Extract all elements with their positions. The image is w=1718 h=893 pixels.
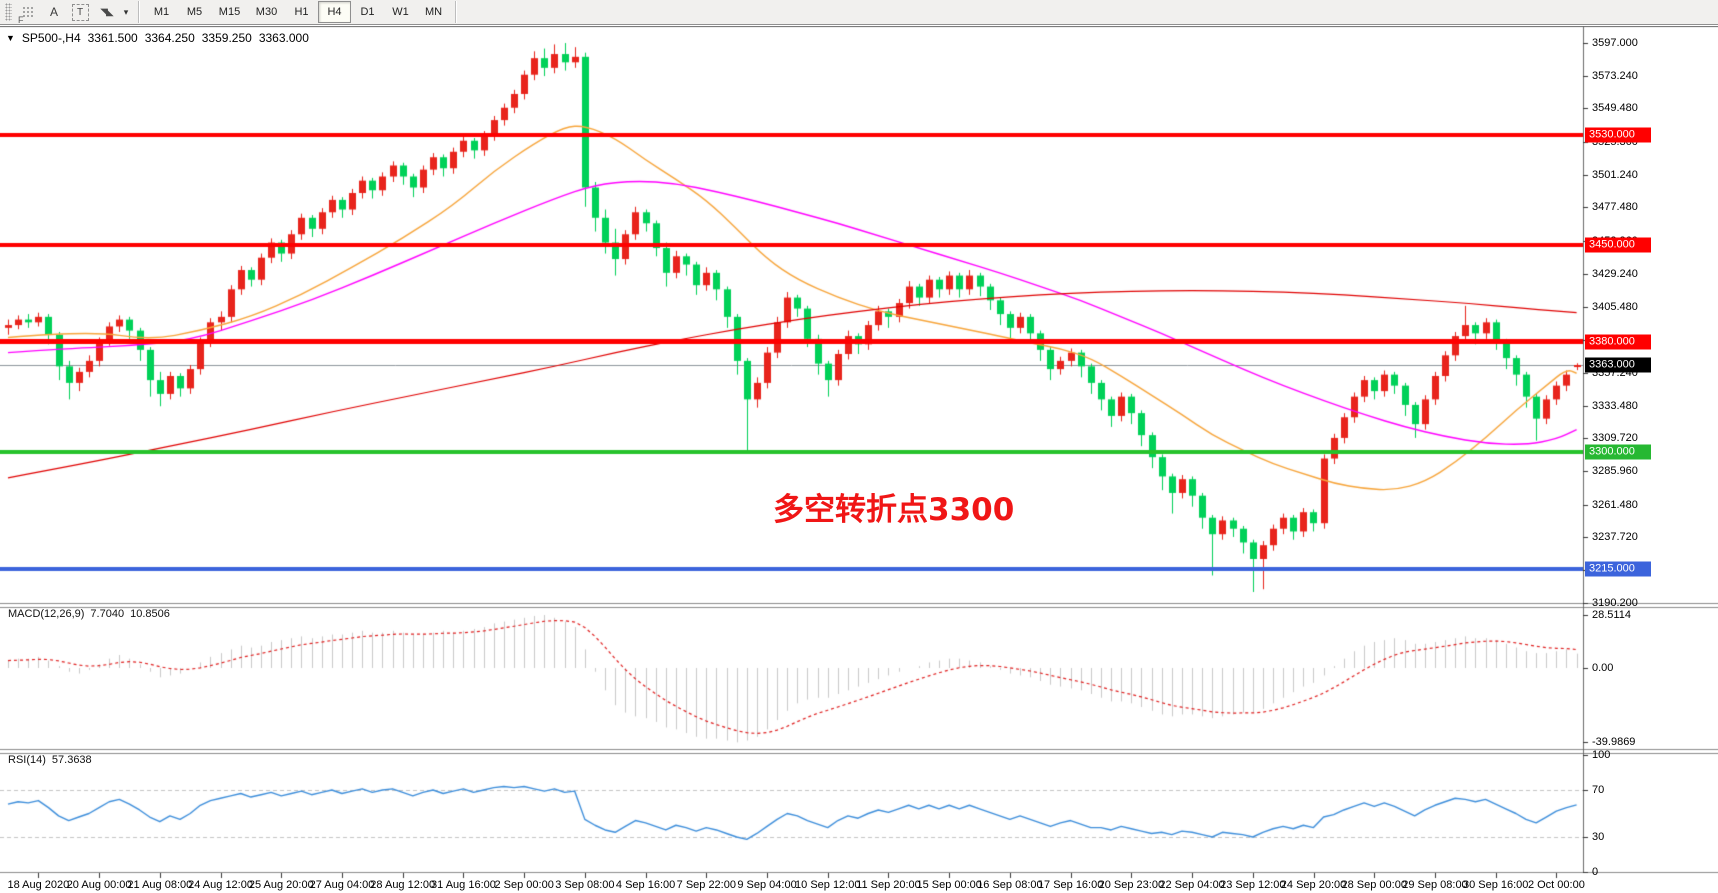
rsi-value: 57.3638	[51, 754, 92, 766]
arrows-dropdown-caret-icon[interactable]: ▾	[123, 6, 129, 17]
price-axis-tick-label: 3190.200	[1592, 596, 1638, 609]
fibonacci-tool-icon[interactable]: F	[17, 1, 39, 25]
time-axis-label: 31 Aug 16:00	[431, 879, 496, 891]
time-axis-label: 24 Sep 20:00	[1280, 879, 1347, 891]
text-label-tool-icon[interactable]: T	[69, 1, 91, 23]
quote-low: 3359.250	[201, 31, 252, 45]
time-axis-label: 11 Sep 20:00	[856, 879, 921, 891]
price-level-badge: 3300.000	[1585, 444, 1651, 460]
toolbar-separator	[455, 1, 457, 23]
macd-main-value: 7.7040	[90, 608, 125, 620]
time-axis-label: 15 Sep 00:00	[916, 879, 982, 891]
fibonacci-grid-dots-icon	[21, 5, 35, 19]
symbol-info-line: ▼ SP500-,H4 3361.500 3364.250 3359.250 3…	[6, 31, 309, 45]
time-axis-label: 23 Sep 12:00	[1220, 879, 1286, 891]
time-axis-label: 21 Aug 08:00	[127, 879, 193, 891]
timeframe-button-h1[interactable]: H1	[294, 6, 309, 18]
quote-high: 3364.250	[144, 31, 195, 45]
time-axis-label: 27 Aug 04:00	[309, 879, 375, 891]
timeframe-button-h4[interactable]: H4	[318, 1, 351, 23]
price-level-badge: 3215.000	[1585, 561, 1651, 577]
symbol-dropdown-icon[interactable]: ▼	[6, 33, 15, 43]
time-axis-label: 4 Sep 16:00	[615, 879, 676, 891]
fibonacci-letter: F	[18, 15, 24, 25]
timeframe-button-w1[interactable]: W1	[392, 6, 409, 18]
timeframe-button-d1[interactable]: D1	[360, 6, 375, 18]
timeframe-button-group: M1 M5 M15 M30 H1 H4 D1 W1 MN	[145, 1, 450, 23]
price-axis-tick-label: 3309.720	[1592, 432, 1638, 445]
price-axis-tick-label: 3501.240	[1592, 168, 1638, 181]
arrows-tool-icon[interactable]: ◥◣	[100, 6, 113, 18]
time-axis-label: 3 Sep 08:00	[555, 879, 615, 891]
time-axis-label: 2 Sep 00:00	[494, 879, 554, 891]
timeframe-button-m1[interactable]: M1	[153, 6, 170, 18]
time-axis-label: 20 Sep 23:00	[1098, 879, 1165, 891]
time-axis-label: 9 Sep 04:00	[737, 879, 797, 891]
time-axis-label: 25 Aug 20:00	[248, 879, 314, 891]
time-axis-label: 22 Sep 04:00	[1159, 879, 1225, 891]
macd-axis-tick-label: -39.9869	[1592, 736, 1636, 749]
time-axis-label: 28 Aug 12:00	[370, 879, 436, 891]
price-axis-tick-label: 3429.240	[1592, 267, 1638, 280]
price-axis-tick-label: 3333.480	[1592, 399, 1638, 412]
macd-signal-value: 10.8506	[130, 608, 170, 620]
current-price-badge: 3363.000	[1585, 357, 1651, 373]
time-axis-label: 17 Sep 16:00	[1037, 879, 1104, 891]
time-axis-label: 7 Sep 22:00	[676, 879, 736, 891]
timeframe-button-m30[interactable]: M30	[255, 6, 278, 18]
price-level-badge: 3380.000	[1585, 334, 1651, 350]
symbol-period: SP500-,H4	[21, 31, 81, 45]
rsi-axis-tick-label: 30	[1592, 831, 1605, 843]
time-axis-label: 30 Sep 16:00	[1462, 879, 1529, 891]
rsi-axis-tick-label: 100	[1592, 748, 1611, 761]
time-axis-label: 16 Sep 08:00	[977, 879, 1043, 891]
rsi-indicator-label: RSI(14) 57.3638	[8, 754, 92, 766]
rsi-axis-tick-label: 70	[1592, 784, 1605, 796]
price-chart-canvas[interactable]	[0, 26, 1718, 893]
price-level-badge: 3530.000	[1585, 127, 1651, 143]
price-axis-tick-label: 3597.000	[1592, 37, 1638, 50]
toolbar-grip[interactable]	[5, 3, 12, 21]
price-axis-tick-label: 3237.720	[1592, 531, 1638, 544]
macd-indicator-label: MACD(12,26,9) 7.7040 10.8506	[8, 608, 170, 620]
rsi-axis-tick-label: 0	[1592, 866, 1599, 879]
time-axis-label: 29 Sep 08:00	[1402, 879, 1468, 891]
chart-stage: ▼ SP500-,H4 3361.500 3364.250 3359.250 3…	[0, 26, 1718, 893]
macd-axis-tick-label: 28.5114	[1592, 608, 1631, 621]
time-axis-label: 10 Sep 12:00	[795, 879, 861, 891]
toolbar-separator	[138, 1, 140, 23]
time-axis-label: 2 Oct 00:00	[1527, 879, 1585, 891]
macd-axis-tick-label: 0.00	[1592, 662, 1614, 674]
price-axis-tick-label: 3477.480	[1592, 201, 1638, 214]
price-axis-tick-label: 3549.480	[1592, 102, 1638, 115]
chart-text-annotation[interactable]: 多空转折点3300	[773, 492, 1015, 528]
time-axis-label: 24 Aug 12:00	[188, 879, 253, 891]
timeframe-button-m5[interactable]: M5	[186, 6, 203, 18]
price-axis-tick-label: 3261.480	[1592, 498, 1638, 511]
chart-toolbar: F A T ◥◣ ▾ M1 M5 M15 M30 H1 H4 D1 W1 MN	[0, 0, 1718, 25]
quote-close: 3363.000	[258, 31, 309, 45]
rsi-name: RSI(14)	[8, 754, 46, 766]
time-axis-label: 28 Sep 00:00	[1341, 879, 1407, 891]
quote-open: 3361.500	[87, 31, 138, 45]
text-tool-icon[interactable]: A	[49, 5, 58, 19]
time-axis-label: 20 Aug 00:00	[66, 879, 132, 891]
time-axis-label: 18 Aug 2020	[7, 879, 70, 891]
timeframe-button-m15[interactable]: M15	[218, 6, 241, 18]
price-level-badge: 3450.000	[1585, 237, 1651, 253]
price-axis-tick-label: 3285.960	[1592, 464, 1638, 477]
timeframe-button-mn[interactable]: MN	[424, 6, 443, 18]
macd-name: MACD(12,26,9)	[8, 608, 85, 620]
price-axis-tick-label: 3405.480	[1592, 300, 1638, 313]
price-axis-tick-label: 3573.240	[1592, 69, 1638, 82]
